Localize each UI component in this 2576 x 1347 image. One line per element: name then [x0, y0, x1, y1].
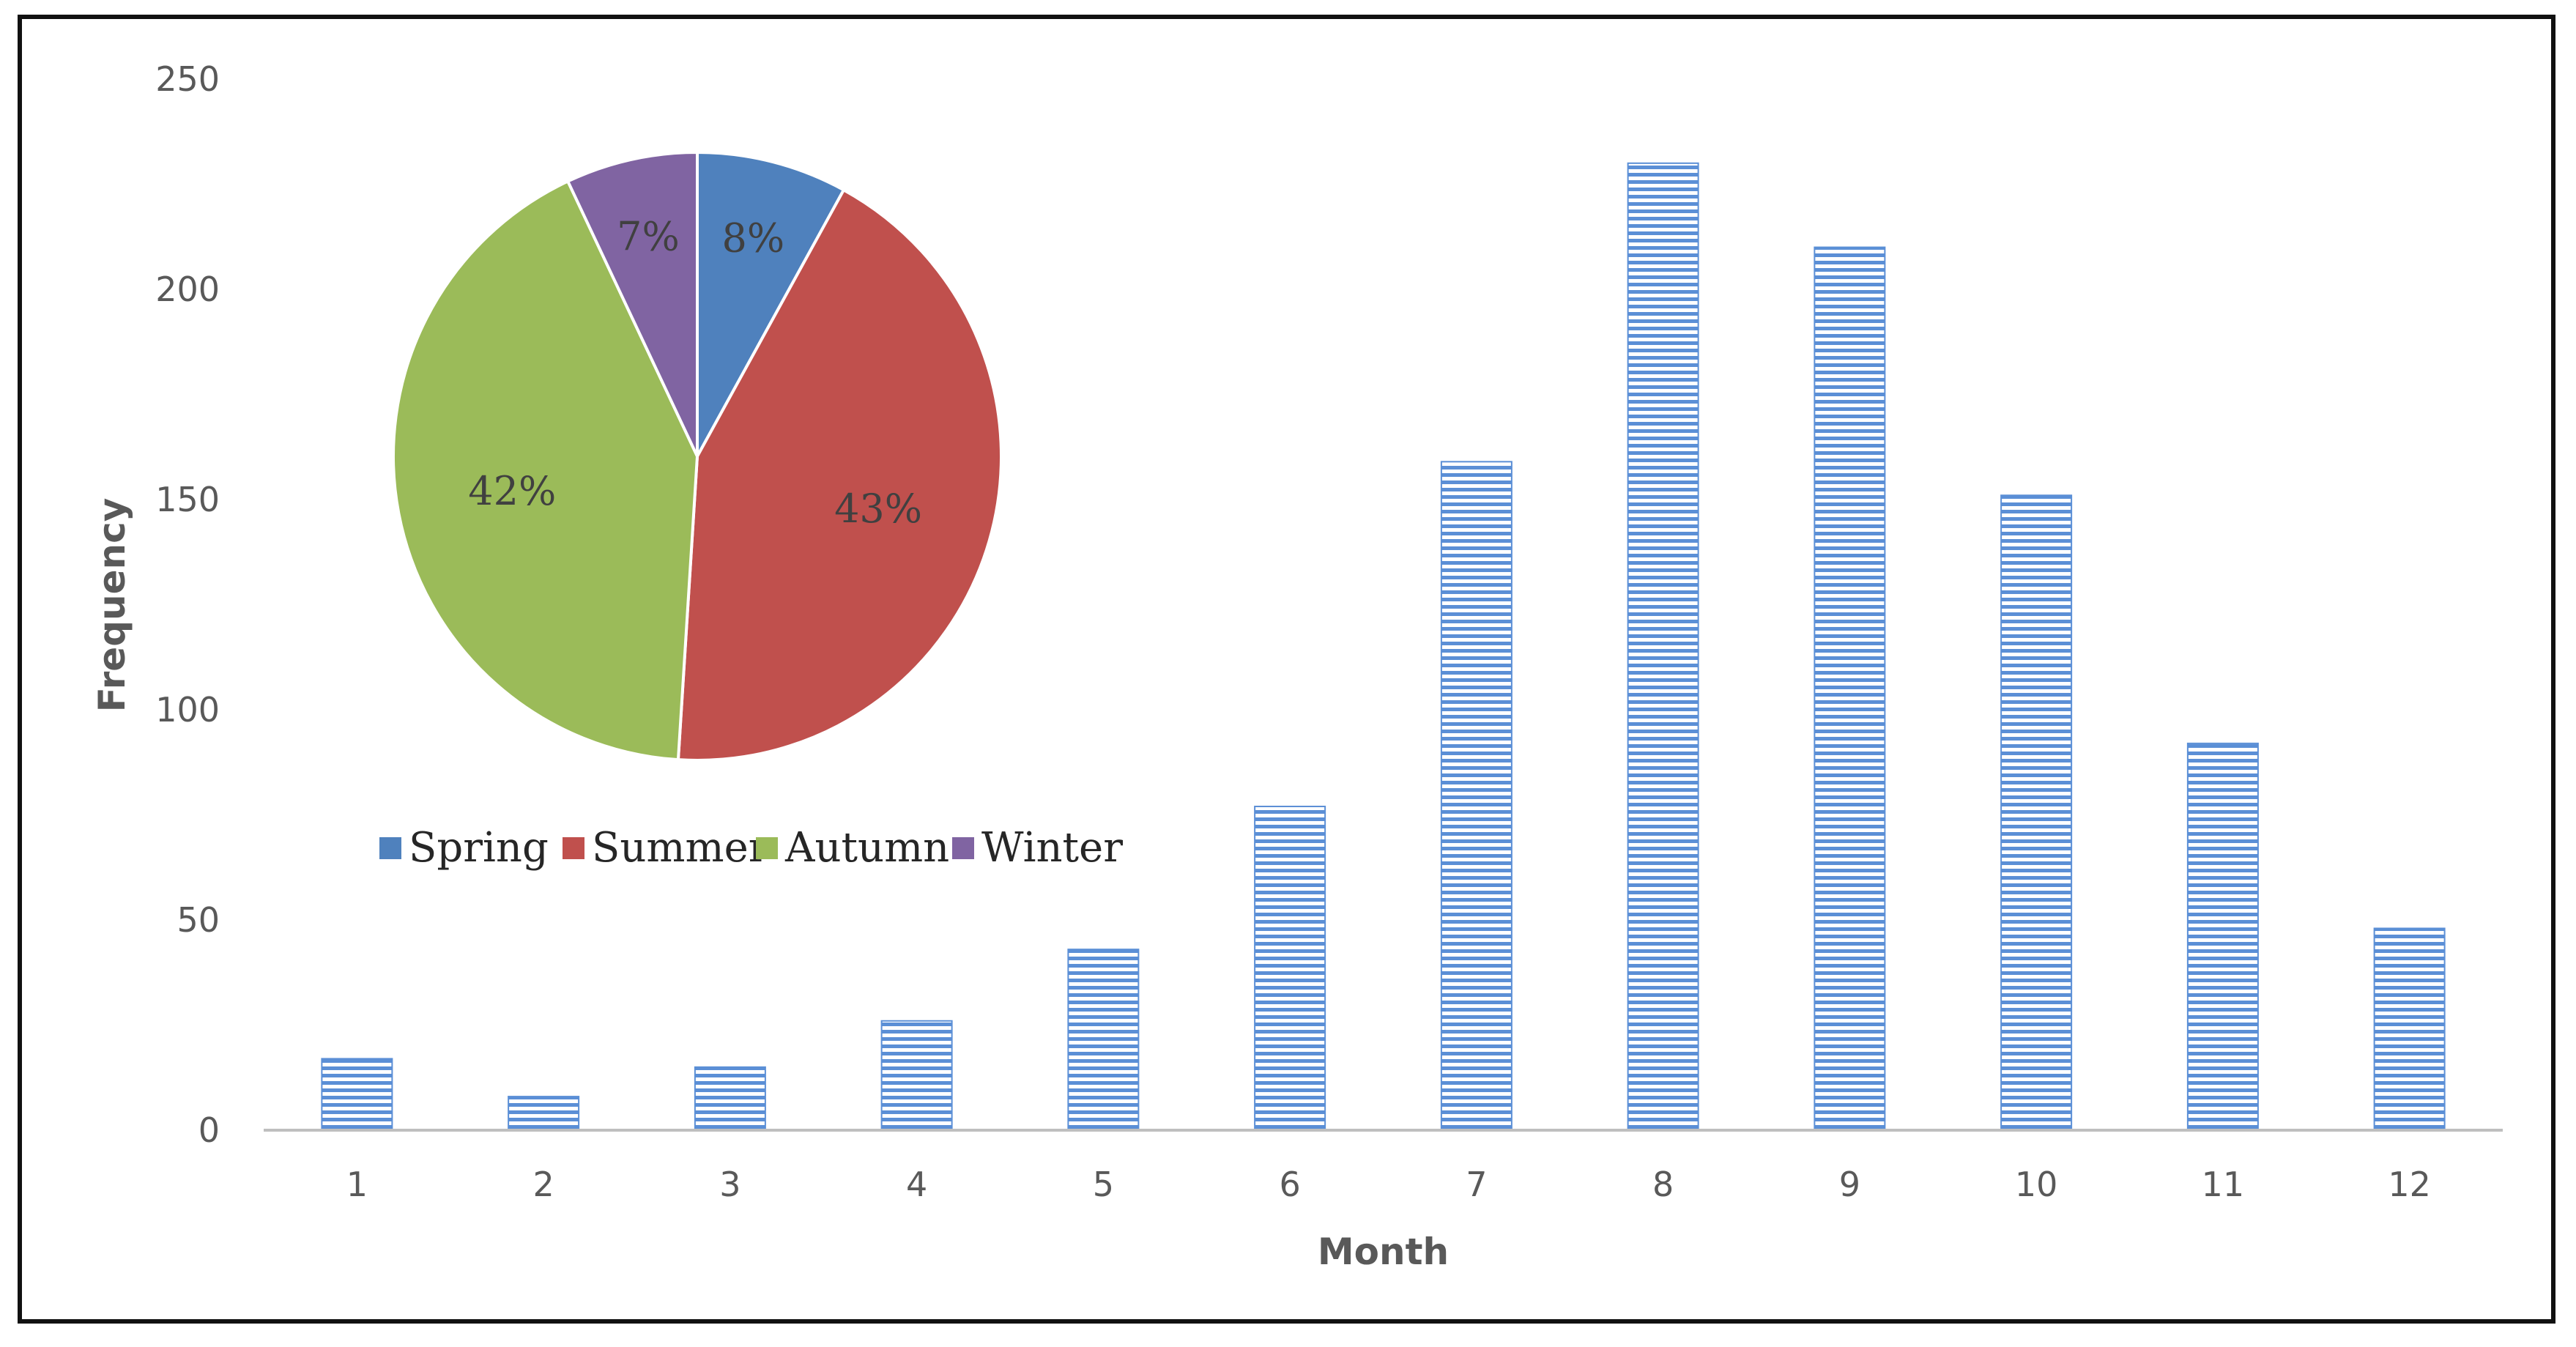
y-tick-label: 150 — [155, 480, 220, 519]
pie-slice — [565, 150, 699, 457]
bar — [2000, 494, 2073, 1131]
x-tick-label: 2 — [532, 1165, 554, 1204]
x-tick-label: 10 — [2015, 1165, 2058, 1204]
x-tick-label: 8 — [1652, 1165, 1674, 1204]
x-tick-label: 7 — [1466, 1165, 1487, 1204]
pie-slice — [392, 179, 699, 762]
bar — [1067, 949, 1140, 1132]
y-axis-title: Frequency — [91, 498, 133, 713]
y-tick-label: 50 — [177, 900, 220, 940]
pie-data-label: 43% — [834, 486, 922, 532]
y-tick-label: 0 — [198, 1110, 220, 1150]
figure-frame: 0 50 100 150 200 250 1 2 3 4 5 6 7 8 9 10 11 12 Month Frequ… — [18, 15, 2555, 1324]
legend-label: Winter — [981, 824, 1123, 872]
x-tick-label: 11 — [2202, 1165, 2245, 1204]
pie-data-label: 8% — [722, 215, 785, 261]
x-axis-title: Month — [1318, 1231, 1449, 1273]
x-tick-label: 1 — [346, 1165, 368, 1204]
legend-label: Spring — [409, 824, 549, 872]
legend-swatch — [563, 837, 584, 859]
pie-chart: 8% 43% 42% 7% Spring Summer Autumn Winter — [379, 150, 1123, 872]
legend-label: Summer — [592, 824, 768, 872]
bar — [508, 1096, 580, 1131]
bar — [321, 1058, 393, 1132]
pie-slice — [676, 188, 1003, 762]
legend-swatch — [756, 837, 778, 859]
bar — [2373, 927, 2446, 1131]
x-tick-label: 12 — [2388, 1165, 2431, 1204]
bar — [880, 1020, 953, 1132]
x-tick-label: 6 — [1279, 1165, 1300, 1204]
x-tick-label: 4 — [906, 1165, 927, 1204]
bar — [1254, 806, 1326, 1132]
bar — [1627, 162, 1699, 1131]
bar — [694, 1066, 766, 1132]
x-tick-label: 9 — [1839, 1165, 1860, 1204]
bar — [1814, 246, 1886, 1132]
legend-label: Autumn — [784, 824, 949, 872]
pie-data-label: 42% — [468, 468, 556, 514]
bar — [1440, 461, 1512, 1131]
x-tick-label: 3 — [719, 1165, 740, 1204]
x-tick-label: 5 — [1093, 1165, 1114, 1204]
legend-swatch — [379, 837, 401, 859]
pie-data-label: 7% — [617, 213, 680, 259]
pie-slice — [696, 150, 846, 457]
y-tick-label: 250 — [155, 59, 220, 99]
y-tick-label: 100 — [155, 690, 220, 730]
bar — [2186, 742, 2259, 1131]
y-tick-label: 200 — [155, 270, 220, 309]
legend-swatch — [952, 837, 974, 859]
